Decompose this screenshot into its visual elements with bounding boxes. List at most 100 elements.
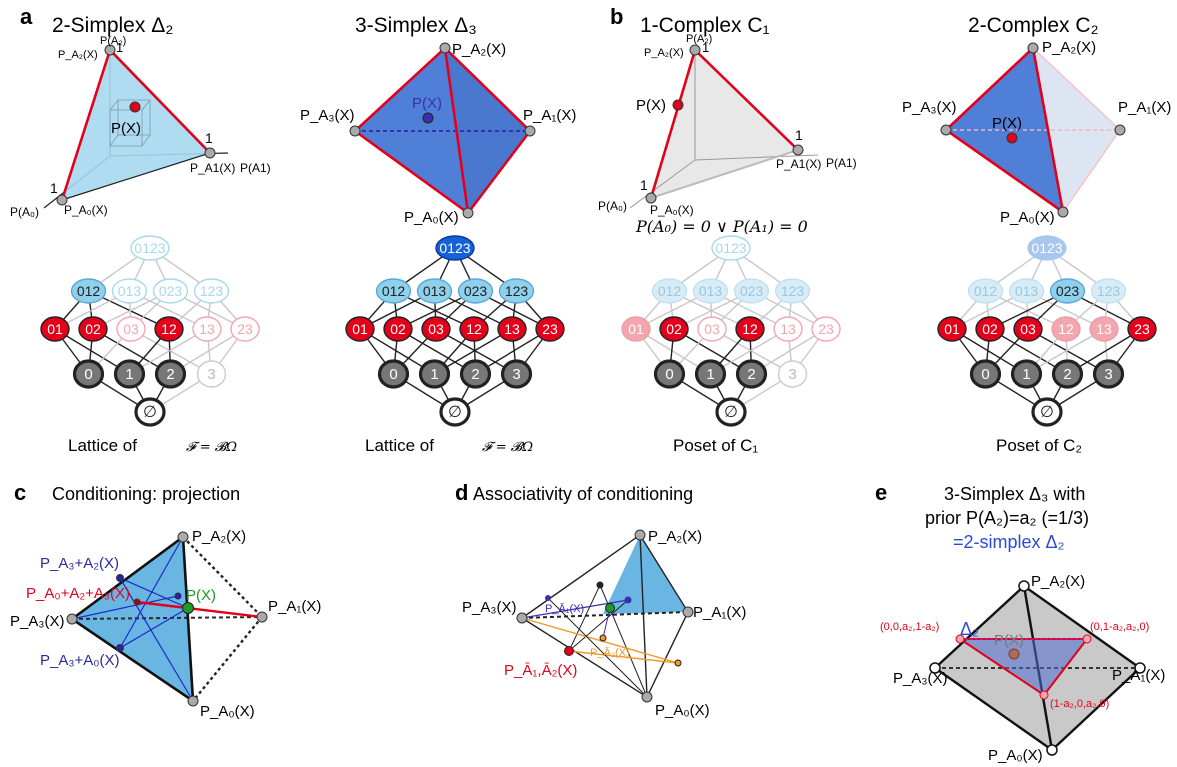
caption-a2-formula: 𝓕 = 𝓑Ω — [482, 440, 533, 455]
panel-letter-e: e — [875, 480, 887, 505]
vertex-right-func: P_A₁(X) — [1118, 99, 1171, 116]
lattice-node — [500, 359, 533, 389]
vertex-bottom-func: P_A₀(X) — [404, 209, 459, 226]
lattice-node-label: 1 — [706, 366, 714, 383]
caption-b1: Poset of C₁ — [673, 436, 758, 455]
lattice-node — [1090, 278, 1127, 304]
vertex-right-func: P_A₁(X) — [1112, 667, 1165, 684]
lattice-node-label: 01 — [944, 321, 960, 337]
lattice-node-label: 123 — [505, 283, 529, 299]
lattice-node-label: 013 — [699, 283, 723, 299]
vertex-top-value: 1 — [702, 40, 709, 55]
lattice-node-label: 02 — [390, 321, 406, 337]
condition-formula: P(A₀) = 0 ∨ P(A₁) = 0 — [635, 217, 808, 236]
panel-a1-2-simplex: 2-Simplex Δ₂ P(A₂) 1 P_A₂(X) 1 P_A1(X) P… — [10, 14, 271, 219]
lattice-node-label: 0123 — [715, 240, 746, 256]
caption-a2-prefix: Lattice of — [365, 436, 434, 455]
lattice-node-label: 2 — [747, 366, 755, 383]
vertex-top-func: P_A₂(X) — [1031, 573, 1085, 590]
lattice-node — [1008, 278, 1045, 304]
vertex-bottom-func: P_A₀(X) — [988, 747, 1043, 764]
panel-d-associativity: Associativity of conditioning P_A₂(X) P_… — [462, 484, 746, 719]
label-a1-bar: P_Ā₁(X) — [545, 603, 584, 615]
lattice-node — [1027, 235, 1067, 261]
tetra-right-face — [445, 48, 530, 213]
panel-e-prior: 3-Simplex Δ₃ with prior P(A₂)=a₂ (=1/3) … — [880, 484, 1165, 764]
lattice-node-label: 123 — [781, 283, 805, 299]
lattice-node-label: 012 — [77, 283, 101, 299]
lattice-node-label: 023 — [159, 283, 183, 299]
lattice-node-label: 03 — [428, 321, 444, 337]
vertex-bottom-func: P_A₀(X) — [655, 702, 710, 719]
lattice-node-label: ∅ — [724, 404, 738, 421]
lattice-node-label: 0 — [981, 366, 989, 383]
point-px-label: P(X) — [992, 115, 1022, 132]
lattice-node — [1127, 316, 1157, 342]
caption-a1-formula: 𝓕 = 𝓑Ω — [186, 440, 237, 455]
lattice-node — [1049, 278, 1086, 304]
vertex-bottom-func: P_A₀(X) — [200, 703, 255, 720]
lattice-node-label: 23 — [237, 321, 253, 337]
lattice-node-label: 03 — [704, 321, 720, 337]
panel-a2-3-simplex: 3-Simplex Δ₃ P_A₂(X) P_A₃(X) P_A₁(X) P_A… — [300, 14, 576, 226]
lattice-node — [497, 316, 527, 342]
lattice-node — [535, 316, 565, 342]
lattice-node — [78, 316, 108, 342]
lattice-node-label: 12 — [466, 321, 482, 337]
lattice-node — [967, 278, 1004, 304]
point-left-coords: (0,0,a₂,1-a₂) — [880, 621, 939, 633]
lattice-node — [498, 278, 535, 304]
lattice-node-label: 01 — [47, 321, 63, 337]
lattice-node-label: 2 — [1063, 366, 1071, 383]
lattice-node — [154, 316, 184, 342]
vertex-left-func: P_A₃(X) — [10, 613, 64, 630]
lattice-node — [774, 278, 811, 304]
point-px-label: P(X) — [186, 587, 216, 604]
vertex-right-func: P_A1(X) — [190, 161, 235, 175]
lattice-node — [773, 316, 803, 342]
lattice-node — [1031, 397, 1063, 427]
lattice-node-label: 2 — [471, 366, 479, 383]
point-px — [182, 602, 194, 614]
lattice-node-label: 01 — [352, 321, 368, 337]
lattice-node — [383, 316, 413, 342]
lattice-node — [196, 360, 227, 388]
vertex-left-func: P_A₃(X) — [893, 670, 947, 687]
lattice-node — [715, 397, 747, 427]
vertex-left-func: P_A₀(X) — [64, 203, 108, 217]
lattice-node — [152, 278, 189, 304]
lattice-node-label: 0123 — [439, 240, 470, 256]
lattice-node — [735, 359, 768, 389]
lattice-node-label: 0 — [665, 366, 673, 383]
lattice-node — [1013, 316, 1043, 342]
lattice-node — [459, 359, 492, 389]
lattice-node-label: 013 — [118, 283, 142, 299]
lattice-node — [345, 316, 375, 342]
lattice-node-label: 01 — [628, 321, 644, 337]
lattice-node — [697, 316, 727, 342]
caption-b2: Poset of C₂ — [996, 436, 1082, 455]
panel-e-title-1: 3-Simplex Δ₃ with — [944, 484, 1085, 504]
point-px — [129, 101, 141, 113]
lattice-node — [1051, 359, 1084, 389]
lattice-node — [692, 278, 729, 304]
vertex-right-func: P_A1(X) — [776, 157, 821, 171]
vertex-right-value: 1 — [205, 130, 213, 146]
lattice-node — [130, 235, 170, 261]
lattice-node — [377, 359, 410, 389]
vertex-top-func: P_A₂(X) — [452, 41, 506, 58]
lattice-node — [651, 278, 688, 304]
lattice-node-label: 023 — [464, 283, 488, 299]
vertex-right — [204, 147, 216, 159]
inner-simplex-label: Δ₂ — [960, 619, 979, 639]
point-px — [422, 112, 434, 124]
vertex-left — [56, 194, 68, 206]
panel-letter-d: d — [455, 480, 468, 505]
lattice-node — [733, 278, 770, 304]
lattice-node-label: 13 — [504, 321, 520, 337]
point-px — [672, 99, 684, 111]
lattice-node — [777, 360, 808, 388]
vertex-left-func: P_A₃(X) — [462, 599, 516, 616]
vertex-bottom-func: P_A₀(X) — [1000, 209, 1055, 226]
